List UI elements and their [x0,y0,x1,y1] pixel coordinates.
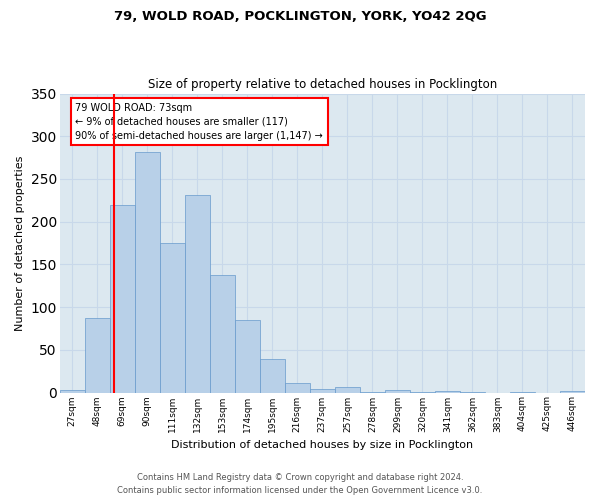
Bar [185,195,210,392]
Text: 79 WOLD ROAD: 73sqm
← 9% of detached houses are smaller (117)
90% of semi-detach: 79 WOLD ROAD: 73sqm ← 9% of detached hou… [76,102,323,141]
Bar [85,318,110,392]
Text: 79, WOLD ROAD, POCKLINGTON, YORK, YO42 2QG: 79, WOLD ROAD, POCKLINGTON, YORK, YO42 2… [113,10,487,23]
X-axis label: Distribution of detached houses by size in Pocklington: Distribution of detached houses by size … [171,440,473,450]
Text: Contains HM Land Registry data © Crown copyright and database right 2024.
Contai: Contains HM Land Registry data © Crown c… [118,474,482,495]
Y-axis label: Number of detached properties: Number of detached properties [15,156,25,330]
Bar [560,391,585,392]
Bar [285,383,310,392]
Bar [235,320,260,392]
Bar [260,359,285,392]
Bar [60,390,85,392]
Bar [110,206,135,392]
Title: Size of property relative to detached houses in Pocklington: Size of property relative to detached ho… [148,78,497,91]
Bar [310,389,335,392]
Bar [160,243,185,392]
Bar [135,152,160,392]
Bar [210,274,235,392]
Bar [335,388,360,392]
Bar [435,391,460,392]
Bar [385,390,410,392]
